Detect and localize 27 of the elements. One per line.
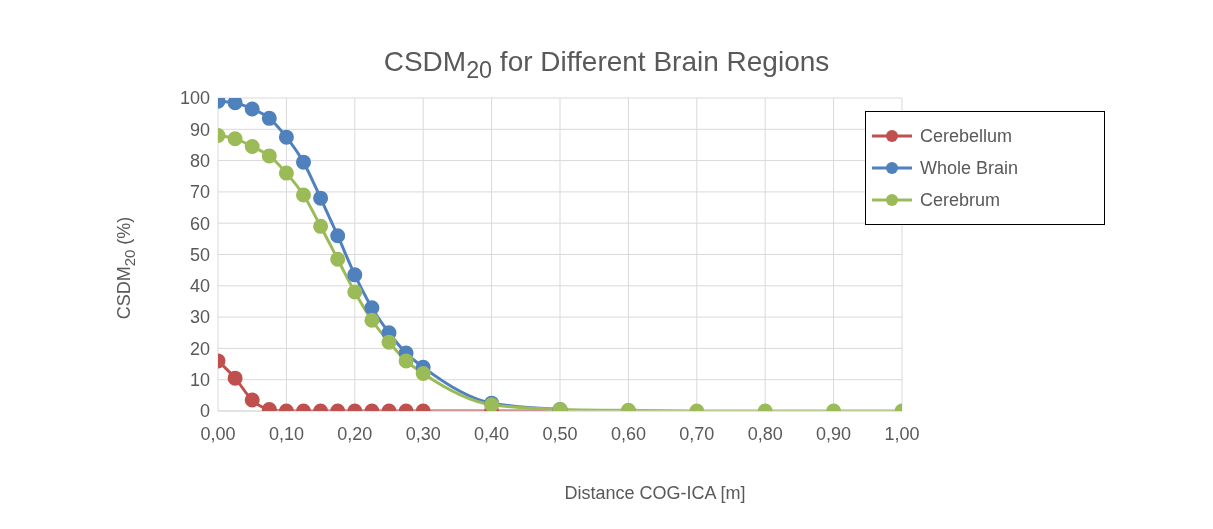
x-tick-label: 0,30 bbox=[405, 423, 441, 444]
y-tick-label: 40 bbox=[189, 276, 210, 297]
y-tick-label: 70 bbox=[189, 182, 210, 203]
y-tick-label: 90 bbox=[189, 119, 210, 140]
x-tick-label: 0,50 bbox=[542, 423, 578, 444]
y-tick-label: 30 bbox=[189, 307, 210, 328]
y-tick-label: 80 bbox=[189, 150, 210, 171]
x-tick-label: 0,40 bbox=[474, 423, 510, 444]
legend-label: Cerebrum bbox=[920, 189, 1001, 212]
y-tick-label: 20 bbox=[189, 338, 210, 359]
chart-title: CSDM$_{20}$ for Different Brain Regions bbox=[382, 46, 831, 84]
legend-label: Whole Brain bbox=[920, 157, 1019, 180]
y-tick-label: 0 bbox=[199, 401, 210, 422]
x-tick-label: 0,00 bbox=[200, 423, 236, 444]
x-tick-label: 0,20 bbox=[337, 423, 373, 444]
x-tick-label: 0,70 bbox=[679, 423, 715, 444]
x-tick-label: 1,00 bbox=[884, 423, 920, 444]
x-tick-label: 0,90 bbox=[816, 423, 852, 444]
y-tick-label: 50 bbox=[189, 244, 210, 265]
y-tick-label: 60 bbox=[189, 213, 210, 234]
x-axis-title: Distance COG-ICA [m] bbox=[563, 483, 747, 504]
y-tick-label: 100 bbox=[179, 88, 210, 109]
x-tick-label: 0,80 bbox=[747, 423, 783, 444]
x-tick-label: 0,60 bbox=[610, 423, 646, 444]
x-tick-label: 0,10 bbox=[268, 423, 304, 444]
legend-label: Cerebellum bbox=[920, 125, 1013, 148]
y-tick-label: 10 bbox=[189, 370, 210, 391]
